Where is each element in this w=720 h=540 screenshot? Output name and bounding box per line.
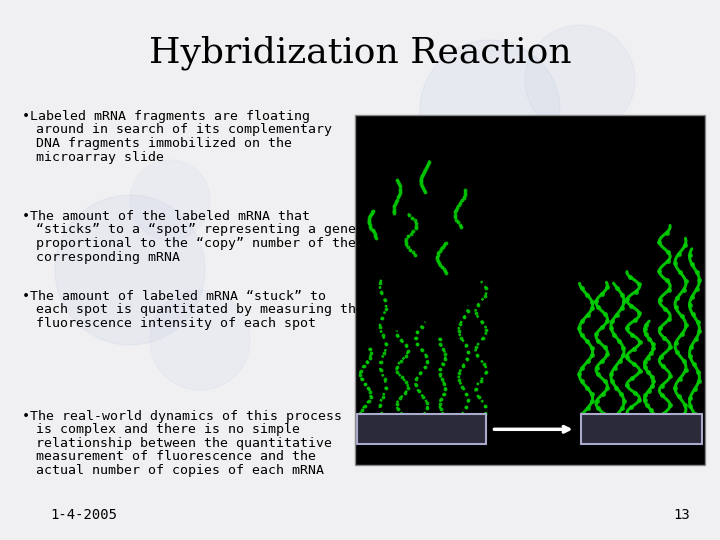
Circle shape xyxy=(420,40,560,180)
Circle shape xyxy=(150,290,250,390)
Bar xyxy=(581,414,701,444)
Circle shape xyxy=(130,160,210,240)
Text: DNA fragments immobilized on the: DNA fragments immobilized on the xyxy=(36,137,292,150)
Text: is complex and there is no simple: is complex and there is no simple xyxy=(36,423,300,436)
Text: actual number of copies of each mRNA: actual number of copies of each mRNA xyxy=(36,464,324,477)
Text: •Labeled mRNA fragments are floating: •Labeled mRNA fragments are floating xyxy=(22,110,310,123)
Text: 13: 13 xyxy=(673,508,690,522)
Bar xyxy=(355,115,705,465)
Circle shape xyxy=(525,25,635,135)
Text: Hybridization Reaction: Hybridization Reaction xyxy=(149,35,571,70)
Text: •The amount of the labeled mRNA that: •The amount of the labeled mRNA that xyxy=(22,210,310,223)
Text: around in search of its complementary: around in search of its complementary xyxy=(36,124,332,137)
Text: fluorescence intensity of each spot: fluorescence intensity of each spot xyxy=(36,317,316,330)
Text: relationship between the quantitative: relationship between the quantitative xyxy=(36,437,332,450)
Text: corresponding mRNA: corresponding mRNA xyxy=(36,251,180,264)
Circle shape xyxy=(55,195,205,345)
Text: proportional to the “copy” number of the: proportional to the “copy” number of the xyxy=(36,237,356,250)
Text: •The real-world dynamics of this process: •The real-world dynamics of this process xyxy=(22,410,342,423)
Bar xyxy=(356,414,486,444)
Text: microarray slide: microarray slide xyxy=(36,151,164,164)
Text: each spot is quantitated by measuring the: each spot is quantitated by measuring th… xyxy=(36,303,364,316)
Text: •The amount of labeled mRNA “stuck” to: •The amount of labeled mRNA “stuck” to xyxy=(22,290,326,303)
Text: 1-4-2005: 1-4-2005 xyxy=(50,508,117,522)
Text: measurement of fluorescence and the: measurement of fluorescence and the xyxy=(36,450,316,463)
Text: “sticks” to a “spot” representing a gene is: “sticks” to a “spot” representing a gene… xyxy=(36,224,380,237)
